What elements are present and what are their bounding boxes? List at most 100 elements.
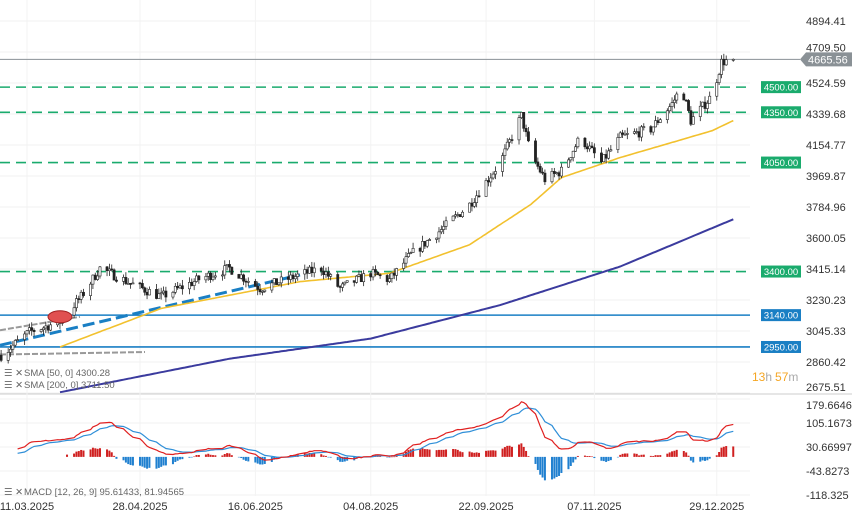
- countdown-minutes: 57: [775, 370, 789, 384]
- macd-histogram-bar: [393, 456, 396, 458]
- level-label: 3400.00: [764, 267, 798, 278]
- macd-histogram-bar: [593, 456, 596, 459]
- candle: [362, 273, 366, 283]
- candle: [293, 276, 297, 280]
- candle: [263, 289, 267, 292]
- macd-histogram-bar: [508, 445, 511, 457]
- candle: [148, 289, 151, 296]
- candle: [731, 59, 735, 61]
- macd-histogram-bar: [237, 456, 240, 458]
- price-tick: 3045.33: [806, 326, 846, 338]
- macd-histogram-bar: [388, 456, 391, 458]
- macd-histogram-bar: [520, 443, 523, 457]
- macd-histogram-bar: [668, 452, 671, 457]
- macd-histogram-bar: [148, 456, 151, 468]
- macd-histogram-bar: [164, 456, 167, 466]
- candle: [494, 171, 497, 175]
- macd-histogram-bar: [94, 448, 97, 457]
- candle: [461, 211, 464, 217]
- macd-histogram-bar: [308, 452, 311, 457]
- macd-histogram-bar: [155, 456, 158, 469]
- candle: [129, 283, 132, 285]
- macd-histogram-bar: [605, 456, 608, 462]
- macd-histogram-bar: [223, 454, 226, 457]
- candle: [642, 126, 646, 128]
- macd-histogram-bar: [96, 448, 99, 457]
- candle: [670, 102, 674, 107]
- macd-histogram-bar: [108, 450, 111, 457]
- macd-histogram-bar: [600, 456, 603, 461]
- macd-histogram-bar: [256, 456, 259, 464]
- legend-menu-icon[interactable]: ☰ ✕: [4, 368, 23, 379]
- macd-histogram-bar: [558, 456, 561, 476]
- candle: [131, 282, 135, 285]
- legend-macd: MACD [12, 26, 9] 95.61433, 81.94565: [24, 487, 184, 498]
- candle: [42, 327, 45, 331]
- candle: [538, 166, 542, 173]
- candle: [527, 131, 530, 142]
- candle: [75, 298, 78, 309]
- candle: [270, 282, 274, 291]
- macd-histogram-bar: [452, 448, 455, 457]
- candle: [623, 133, 627, 136]
- macd-histogram-bar: [525, 450, 528, 457]
- grid: [0, 0, 852, 496]
- candle: [279, 276, 283, 284]
- macd-histogram-bar: [428, 449, 431, 457]
- candle: [656, 120, 660, 123]
- macd-histogram-bar: [82, 450, 85, 457]
- candle: [371, 269, 375, 278]
- macd-histogram-bar: [435, 450, 438, 457]
- candle: [0, 355, 3, 361]
- candle: [246, 281, 250, 283]
- price-tick: 4339.68: [806, 109, 846, 121]
- candle: [89, 283, 92, 296]
- candle: [550, 171, 554, 183]
- macd-histogram-bar: [193, 456, 196, 458]
- macd-histogram-bar: [254, 456, 257, 463]
- price-tick: 3969.87: [806, 171, 846, 183]
- level-label: 3140.00: [764, 311, 798, 322]
- candle: [44, 325, 48, 329]
- candle: [395, 268, 399, 276]
- candle: [388, 278, 391, 282]
- macd-histogram-bar: [468, 451, 471, 457]
- macd-histogram-bar: [141, 456, 144, 467]
- macd-histogram-bar: [633, 453, 636, 457]
- candle: [609, 149, 613, 152]
- candle: [524, 128, 528, 133]
- candle: [404, 256, 408, 264]
- candle: [289, 274, 293, 280]
- candle: [126, 283, 130, 285]
- candle: [392, 272, 396, 276]
- candle: [428, 239, 431, 241]
- candle: [421, 241, 424, 252]
- macd-histogram-bar: [642, 454, 645, 457]
- candle: [665, 110, 669, 120]
- candle: [272, 278, 276, 284]
- candle: [46, 325, 50, 331]
- candle: [237, 274, 241, 279]
- macd-histogram-bar: [543, 456, 546, 481]
- macd-histogram-bar: [190, 456, 193, 458]
- macd-histogram-bar: [230, 455, 233, 457]
- macd-histogram-bar: [454, 449, 457, 457]
- candle: [658, 119, 662, 123]
- macd-histogram-bar: [534, 456, 537, 464]
- macd-histogram-bar: [475, 452, 478, 457]
- candle: [49, 324, 52, 331]
- candle: [188, 282, 191, 290]
- level-tag: [761, 106, 801, 119]
- macd-histogram-bar: [188, 456, 191, 458]
- macd-histogram-bar: [555, 456, 558, 478]
- macd-histogram-bar: [704, 456, 706, 461]
- macd-histogram-bar: [115, 456, 118, 459]
- legend-menu-icon[interactable]: ☰ ✕: [4, 380, 23, 391]
- macd-histogram-bar: [73, 453, 76, 457]
- candle: [359, 274, 363, 283]
- candle: [357, 274, 361, 277]
- candle: [93, 274, 97, 280]
- legend-menu-icon[interactable]: ☰ ✕: [4, 487, 23, 498]
- macd-histogram-bar: [550, 456, 553, 480]
